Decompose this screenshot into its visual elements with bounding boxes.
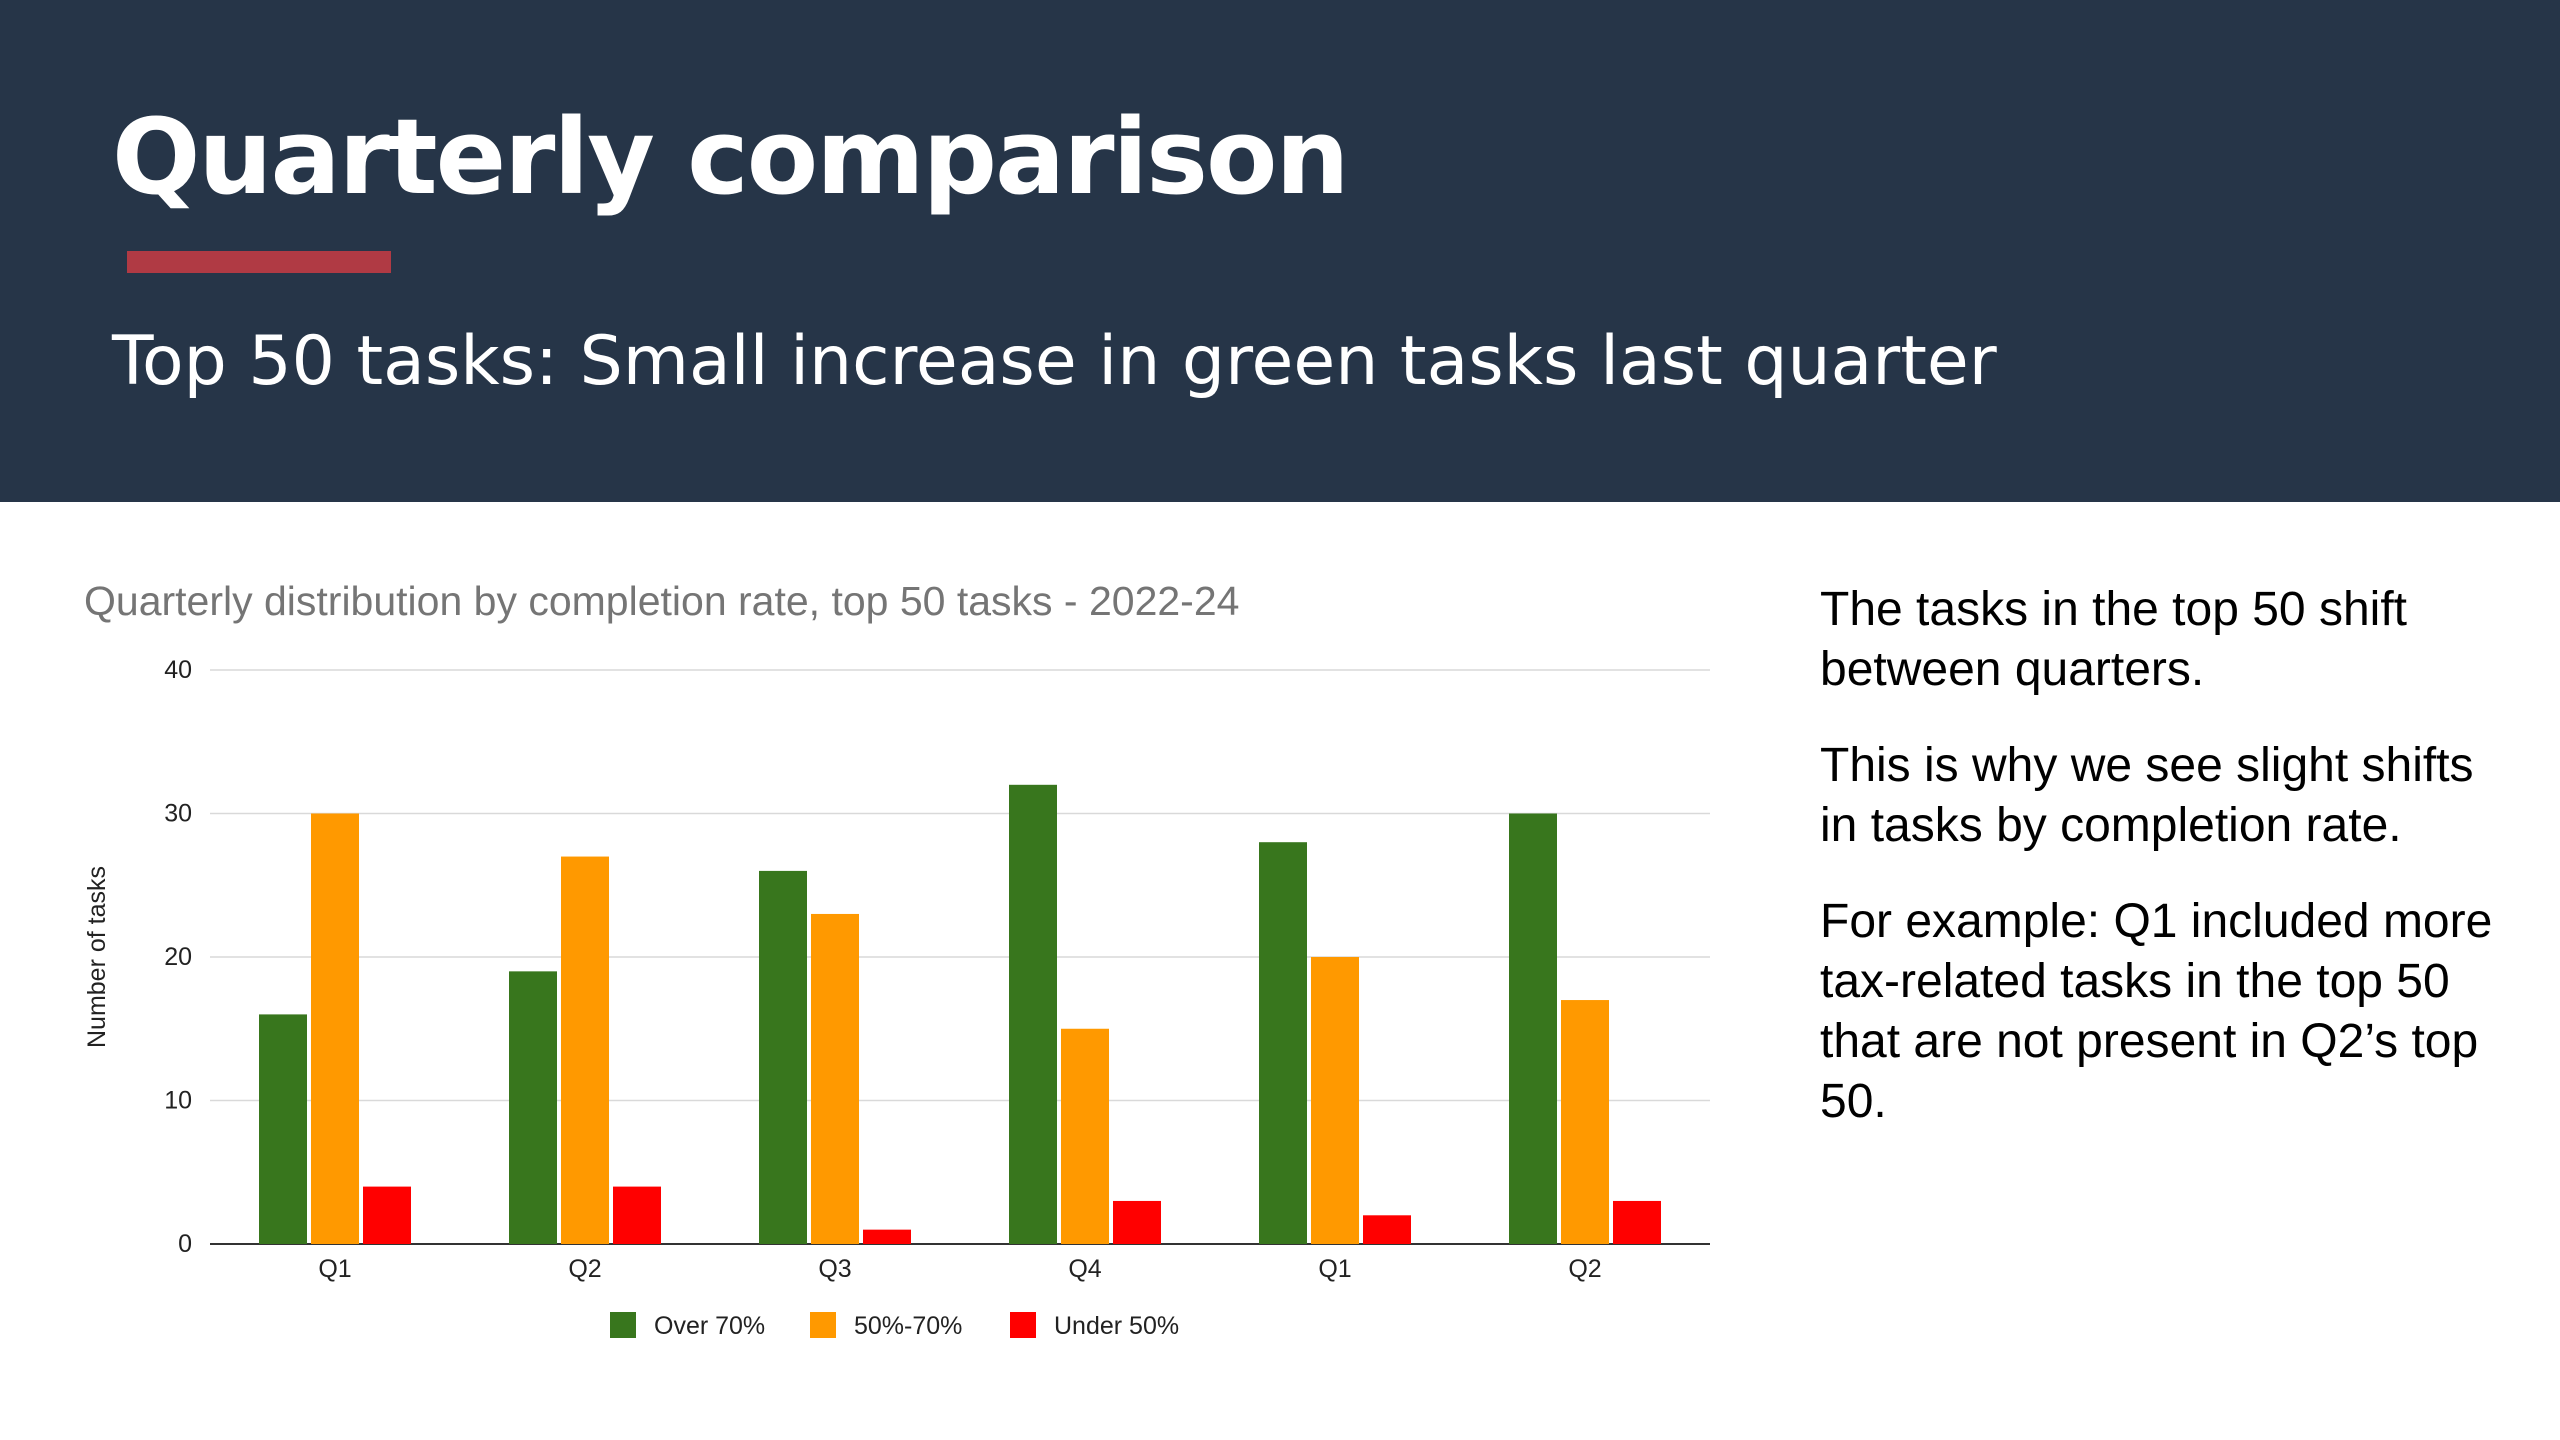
title-accent-bar	[127, 251, 391, 273]
legend-swatch	[1010, 1312, 1036, 1338]
bar	[613, 1186, 661, 1244]
legend-swatch	[810, 1312, 836, 1338]
y-axis-label: Number of tasks	[83, 866, 111, 1048]
bar	[759, 870, 807, 1244]
bar	[1061, 1028, 1109, 1244]
bar	[259, 1014, 307, 1244]
chart-title: Quarterly distribution by completion rat…	[84, 578, 1240, 624]
chart-container: Quarterly distribution by completion rat…	[60, 560, 1740, 1360]
side-notes: The tasks in the top 50 shift between qu…	[1820, 580, 2520, 1168]
bar	[1363, 1215, 1411, 1244]
slide-subtitle: Top 50 tasks: Small increase in green ta…	[112, 322, 1997, 401]
y-tick-label: 40	[164, 656, 192, 684]
bar	[1509, 813, 1557, 1244]
x-tick-label: Q1	[1318, 1255, 1351, 1283]
x-tick-label: Q1	[318, 1255, 351, 1283]
x-tick-label: Q3	[818, 1255, 851, 1283]
legend-label: Under 50%	[1054, 1312, 1179, 1340]
bar	[1613, 1200, 1661, 1244]
bar	[1561, 1000, 1609, 1244]
x-tick-label: Q2	[1568, 1255, 1601, 1283]
bar	[311, 813, 359, 1244]
bar	[1113, 1200, 1161, 1244]
bar	[561, 856, 609, 1244]
legend-label: Over 70%	[654, 1312, 765, 1340]
bar	[811, 913, 859, 1244]
y-tick-label: 30	[164, 800, 192, 828]
bar	[1009, 784, 1057, 1244]
y-tick-label: 0	[178, 1230, 192, 1258]
bar	[509, 971, 557, 1244]
y-tick-label: 20	[164, 943, 192, 971]
slide-header: Quarterly comparison Top 50 tasks: Small…	[0, 0, 2560, 502]
legend-swatch	[610, 1312, 636, 1338]
slide-title: Quarterly comparison	[112, 96, 1350, 218]
note-paragraph-1: The tasks in the top 50 shift between qu…	[1820, 583, 2407, 696]
note-paragraph-2: This is why we see slight shifts in task…	[1820, 739, 2474, 852]
x-tick-label: Q4	[1068, 1255, 1101, 1283]
note-paragraph-3: For example: Q1 included more tax-relate…	[1820, 895, 2493, 1128]
bar-chart: 0 10 20 30 40 Number of tasks Q1 Q2 Q3 Q4 Q1 Q2 Over…	[83, 656, 1710, 1340]
y-tick-label: 10	[164, 1087, 192, 1115]
legend-label: 50%-70%	[854, 1312, 962, 1340]
bar	[1311, 957, 1359, 1244]
bar	[863, 1229, 911, 1244]
bar	[363, 1186, 411, 1244]
x-tick-label: Q2	[568, 1255, 601, 1283]
bar	[1259, 842, 1307, 1244]
